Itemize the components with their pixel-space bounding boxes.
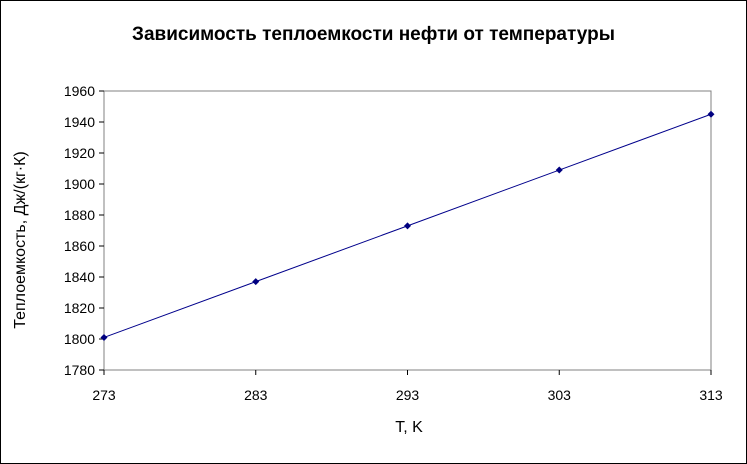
y-tick-label: 1780 <box>64 362 95 378</box>
y-tick-label: 1940 <box>64 114 95 130</box>
y-tick-label: 1840 <box>64 269 95 285</box>
series-group <box>100 110 715 341</box>
y-axis-ticks: 1780 1800 1820 1840 1860 1880 1900 1920 1940 1960 <box>64 83 104 378</box>
x-tick-label: 303 <box>548 387 572 403</box>
data-point <box>555 166 563 174</box>
data-point <box>404 222 411 230</box>
y-tick-label: 1920 <box>64 145 95 161</box>
y-tick-label: 1860 <box>64 238 95 254</box>
plot-area <box>103 90 712 371</box>
y-axis-label: Теплоемкость, Дж/(кг·К) <box>12 151 29 329</box>
data-point <box>707 110 715 118</box>
y-tick-label: 1800 <box>64 331 95 347</box>
y-tick-label: 1900 <box>64 176 95 192</box>
x-axis-ticks: 273 283 293 303 313 <box>92 370 723 403</box>
data-point <box>252 278 260 286</box>
data-point <box>100 333 108 341</box>
chart-title: Зависимость теплоемкости нефти от темпер… <box>132 24 615 45</box>
x-tick-label: 293 <box>396 387 420 403</box>
y-tick-label: 1960 <box>64 83 95 99</box>
y-tick-label: 1880 <box>64 207 95 223</box>
x-tick-label: 313 <box>699 387 723 403</box>
x-axis-label: T, K <box>395 419 423 436</box>
x-tick-label: 283 <box>244 387 268 403</box>
y-tick-label: 1820 <box>64 300 95 316</box>
x-tick-label: 273 <box>92 387 116 403</box>
